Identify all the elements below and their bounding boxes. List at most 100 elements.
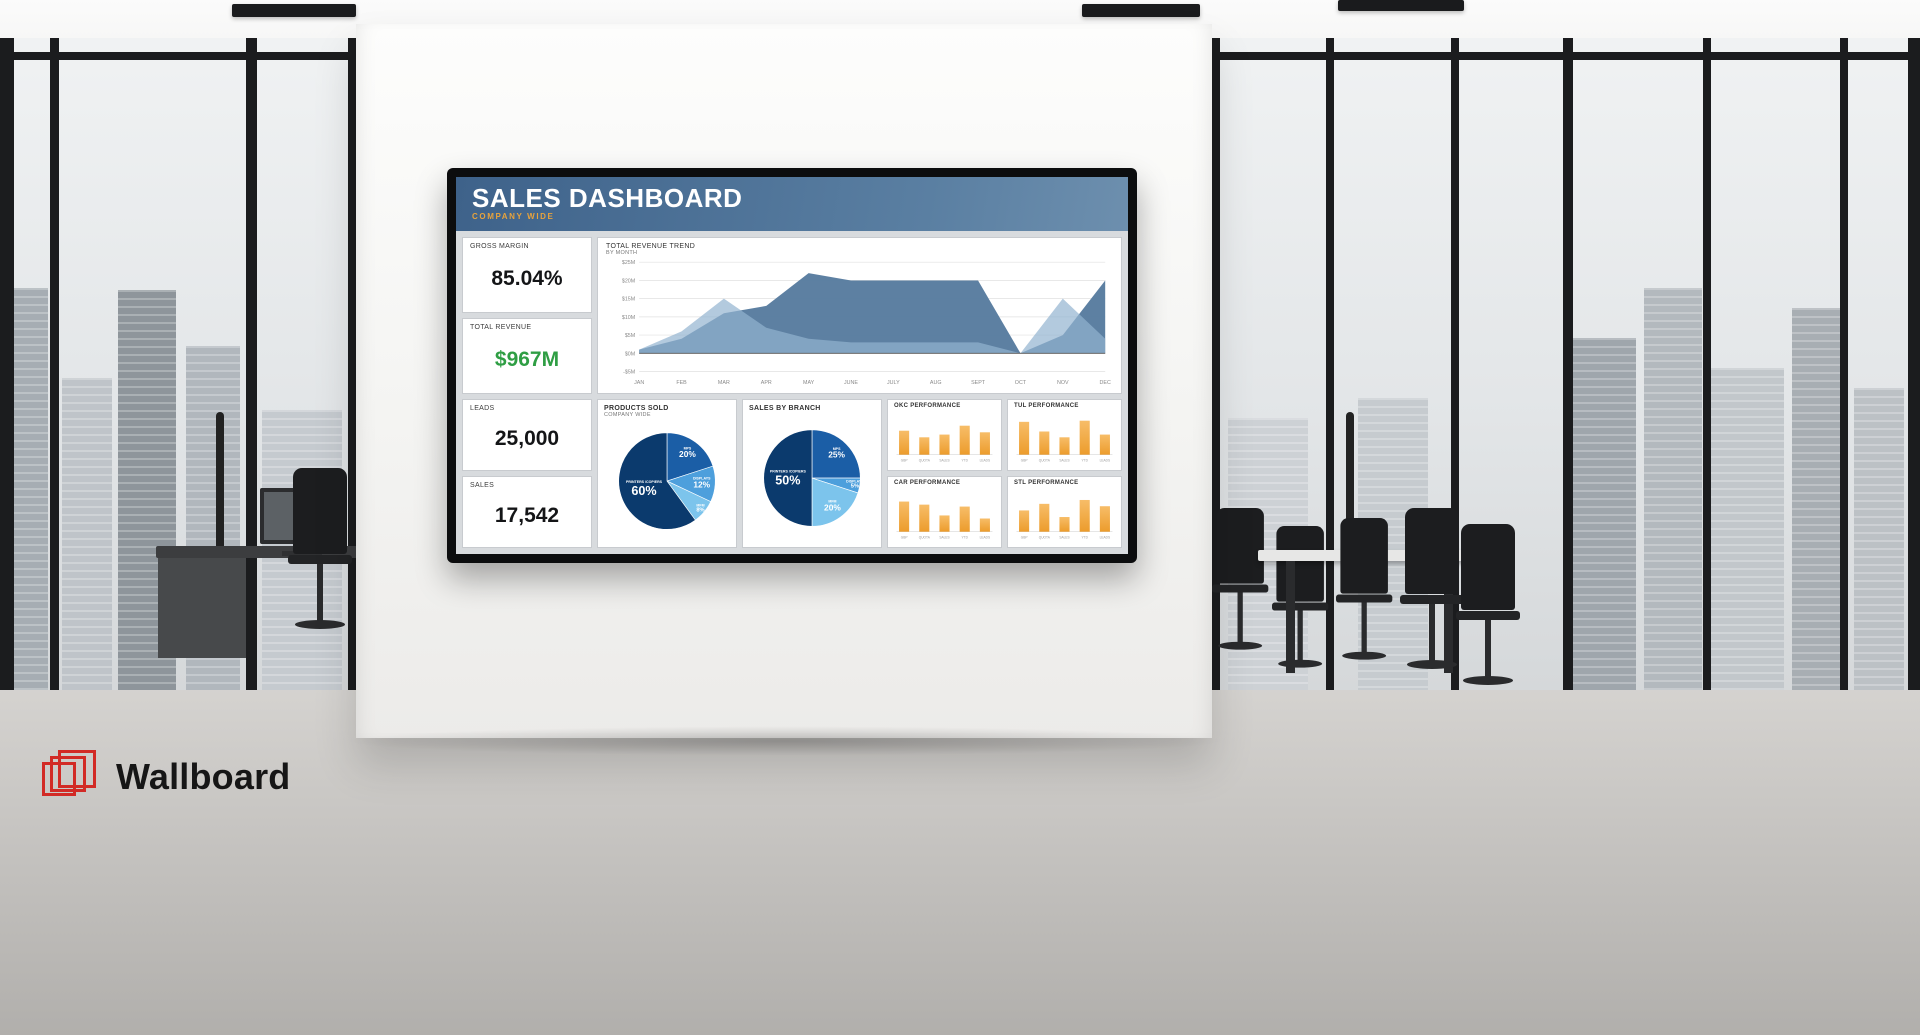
- chair-back: [1276, 526, 1324, 602]
- svg-text:20%: 20%: [824, 502, 841, 512]
- brand-name: Wallboard: [116, 756, 291, 797]
- chair-base: [1278, 659, 1323, 668]
- window-mullion: [1908, 38, 1920, 690]
- svg-text:NOV: NOV: [1057, 380, 1069, 386]
- panel-subtitle: BY MONTH: [606, 250, 638, 256]
- svg-text:LEADS: LEADS: [1100, 536, 1111, 540]
- svg-text:QUOTA: QUOTA: [919, 536, 931, 540]
- city-building: [1708, 368, 1784, 690]
- kpi-sales: SALES 17,542: [462, 476, 592, 548]
- tul-performance-chart: GBP QUOTA SALES YTD LEADS: [1014, 409, 1115, 467]
- products-sold-panel: PRODUCTS SOLD COMPANY WIDE MPS 20% DISPLAY…: [597, 399, 737, 548]
- svg-text:YTD: YTD: [962, 536, 969, 540]
- svg-text:JULY: JULY: [887, 380, 900, 386]
- revenue-trend-chart: $25M $20M $15M $10M $5M $0M -$5M JAN FEB MAR APR MA…: [606, 256, 1113, 388]
- wall-floor-shadow: [340, 726, 1230, 756]
- table-leg: [1286, 561, 1295, 673]
- chair-back: [1461, 524, 1515, 610]
- city-building: [14, 288, 48, 690]
- dashboard-body: GROSS MARGIN 85.04% TOTAL REVENUE $967M …: [456, 231, 1128, 554]
- svg-text:YTD: YTD: [1082, 536, 1089, 540]
- door-handle: [1346, 412, 1354, 564]
- svg-text:DEC: DEC: [1100, 380, 1111, 386]
- svg-text:FEB: FEB: [676, 380, 687, 386]
- window-mullion: [50, 38, 59, 690]
- sales-by-branch-panel: SALES BY BRANCH MPS 25% DISPLAYS 5% MFM 20% PR…: [742, 399, 882, 548]
- svg-text:20%: 20%: [679, 449, 696, 459]
- svg-text:PRINTERS /COPIERS: PRINTERS /COPIERS: [770, 470, 807, 474]
- window-mullion: [1451, 38, 1459, 690]
- kpi-value: 17,542: [494, 503, 560, 527]
- chair-seat: [1336, 594, 1393, 603]
- chair-back: [1405, 508, 1459, 594]
- products-sold-pie: MPS 20% DISPLAYS 12% MFM 8% PRINTERS /COPIERS 6…: [604, 418, 730, 542]
- car-performance-panel: CAR PERFORMANCE GBP QUOTA SALES YTD LEADS: [887, 476, 1002, 548]
- svg-text:LEADS: LEADS: [980, 536, 991, 540]
- svg-text:QUOTA: QUOTA: [1039, 536, 1051, 540]
- svg-text:QUOTA: QUOTA: [1039, 459, 1051, 463]
- svg-text:JUNE: JUNE: [844, 380, 858, 386]
- svg-text:DISPLAYS: DISPLAYS: [846, 479, 864, 483]
- svg-text:12%: 12%: [693, 479, 710, 489]
- svg-text:PRINTERS /COPIERS: PRINTERS /COPIERS: [626, 480, 663, 484]
- kpi-leads: LEADS 25,000: [462, 399, 592, 471]
- dashboard-subtitle: COMPANY WIDE: [472, 212, 555, 221]
- city-building: [1792, 308, 1848, 690]
- panel-title: PRODUCTS SOLD: [604, 405, 669, 412]
- dashboard-bottom-row: PRODUCTS SOLD COMPANY WIDE MPS 20% DISPLAY…: [597, 399, 1122, 548]
- chair-stem: [1297, 610, 1303, 662]
- svg-text:50%: 50%: [775, 473, 800, 487]
- panel-subtitle: COMPANY WIDE: [604, 412, 651, 418]
- office-chair: [288, 468, 352, 629]
- svg-text:$20M: $20M: [622, 278, 636, 284]
- chair-seat: [1272, 602, 1329, 611]
- window-mullion: [246, 38, 257, 690]
- svg-text:DISPLAYS: DISPLAYS: [693, 477, 711, 481]
- dashboard-title: SALES DASHBOARD: [472, 183, 743, 213]
- chair-stem: [1429, 604, 1435, 662]
- panel-title: TUL PERFORMANCE: [1014, 403, 1079, 409]
- sales-by-branch-pie: MPS 25% DISPLAYS 5% MFM 20% PRINTERS /COPIERS 5…: [749, 412, 875, 542]
- kpi-label: TOTAL REVENUE: [470, 324, 532, 331]
- svg-text:$25M: $25M: [622, 260, 636, 266]
- svg-text:MFM: MFM: [696, 503, 704, 507]
- kpi-value: 25,000: [494, 426, 560, 450]
- window-mullion: [1208, 52, 1920, 60]
- dashboard-header: SALES DASHBOARD COMPANY WIDE: [456, 177, 1128, 231]
- desk-drawer-unit: [158, 558, 246, 658]
- panel-title: SALES BY BRANCH: [749, 405, 821, 412]
- kpi-value: $967M: [494, 347, 560, 371]
- svg-text:GBP: GBP: [1021, 536, 1028, 540]
- glass-wall-left: [0, 38, 362, 690]
- kpi-column-top: GROSS MARGIN 85.04% TOTAL REVENUE $967M: [462, 237, 592, 394]
- svg-text:SEPT: SEPT: [971, 380, 986, 386]
- chair-base: [1342, 651, 1387, 660]
- sales-dashboard: SALES DASHBOARD COMPANY WIDE GROSS MARGI…: [456, 177, 1128, 554]
- wall-mounted-display: SALES DASHBOARD COMPANY WIDE GROSS MARGI…: [447, 168, 1137, 563]
- svg-text:QUOTA: QUOTA: [919, 459, 931, 463]
- chair-back: [293, 468, 347, 554]
- ceiling-light: [1082, 4, 1200, 17]
- svg-text:AUG: AUG: [930, 380, 942, 386]
- ceiling-light: [1338, 0, 1464, 11]
- performance-grid: OKC PERFORMANCE GBP QUOTA SALES YTD LEADS TU…: [887, 399, 1122, 548]
- chair-seat: [288, 555, 352, 564]
- revenue-trend-panel: TOTAL REVENUE TREND BY MONTH $25M $20M $15…: [597, 237, 1122, 394]
- wallboard-brand: Wallboard: [42, 750, 290, 804]
- panel-title: TOTAL REVENUE TREND: [606, 243, 696, 250]
- window-mullion: [0, 52, 362, 60]
- svg-text:MAY: MAY: [803, 380, 815, 386]
- city-building: [1854, 388, 1904, 690]
- glass-wall-right: [1208, 38, 1920, 690]
- svg-text:SALES: SALES: [1059, 459, 1070, 463]
- svg-text:8%: 8%: [696, 508, 704, 514]
- conference-chair: [1212, 508, 1269, 650]
- kpi-column-bottom: LEADS 25,000 SALES 17,542: [462, 399, 592, 548]
- chair-seat: [1456, 611, 1520, 620]
- kpi-gross-margin: GROSS MARGIN 85.04%: [462, 237, 592, 313]
- svg-text:60%: 60%: [631, 484, 656, 498]
- panel-title: CAR PERFORMANCE: [894, 480, 961, 486]
- svg-text:MPS: MPS: [684, 446, 692, 450]
- svg-text:LEADS: LEADS: [980, 459, 991, 463]
- stl-performance-chart: GBP QUOTA SALES YTD LEADS: [1014, 486, 1115, 544]
